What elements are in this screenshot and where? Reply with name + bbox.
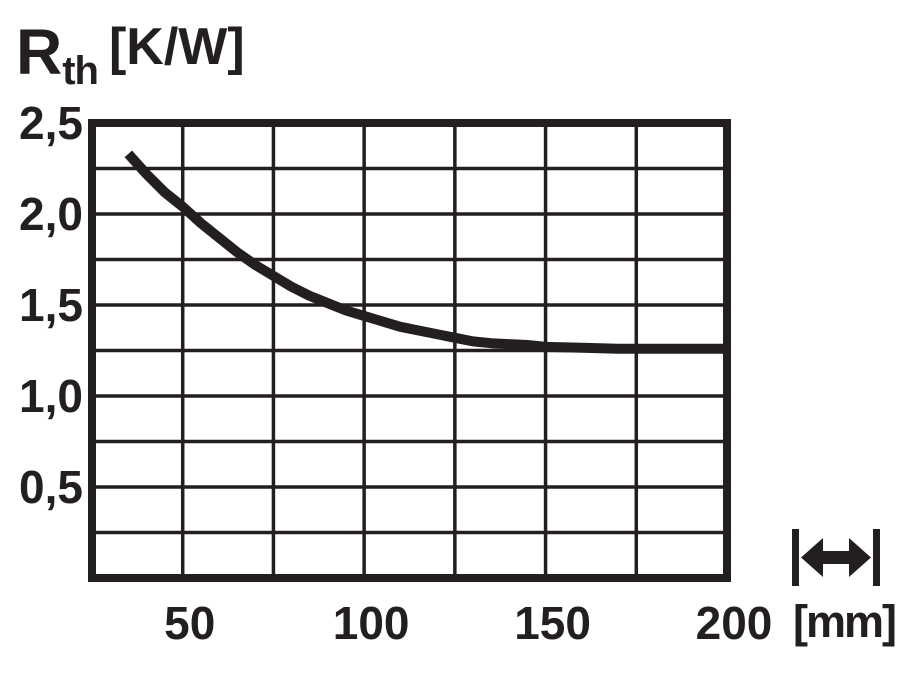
quantity-symbol: R [16,16,62,88]
x-axis-unit: [mm] [793,596,897,647]
dimension-right-limit-bar [873,529,880,586]
y-tick-label: 1,0 [19,370,83,422]
dimension-arrowhead-left [801,538,823,577]
dimension-left-limit-bar [792,529,799,586]
y-axis-title: R th [K/W] [16,16,245,91]
y-tick-label: 2,0 [19,188,83,240]
x-tick-label: 200 [696,597,773,649]
y-tick-label: 2,5 [19,97,83,149]
y-tick-label: 0,5 [19,461,83,513]
dimension-arrow-shaft [814,551,858,564]
x-tick-label: 100 [333,597,410,649]
y-tick-label: 1,5 [19,279,83,331]
quantity-subscript: th [62,49,99,93]
y-axis-unit: [K/W] [108,18,245,76]
x-tick-label: 150 [514,597,591,649]
x-tick-label: 50 [164,597,215,649]
curve-Rth [124,150,727,354]
length-dimension-icon [792,529,880,586]
plot-border [88,119,731,582]
dimension-arrowhead-right [849,538,871,577]
